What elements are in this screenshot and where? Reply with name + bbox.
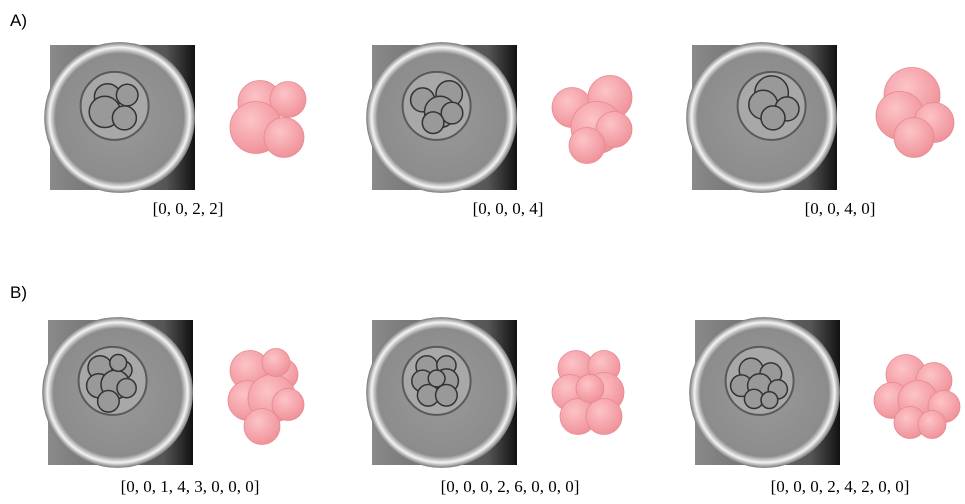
embryo-item: [0, 0, 0, 2, 4, 2, 0, 0] [689,317,961,496]
panel-label: A) [10,11,27,30]
cell [440,101,464,125]
model-cell [271,388,305,421]
model-cell [917,410,947,439]
embryo-item: [0, 0, 0, 2, 6, 0, 0, 0] [366,317,625,496]
model-cell [263,117,305,158]
cell [760,105,786,131]
cell [116,377,137,399]
model-cell [568,127,606,164]
model-cell [585,398,623,435]
cell [760,390,779,410]
embryo-item: [0, 0, 4, 0] [686,42,955,218]
cell [96,389,120,413]
embryo-item: [0, 0, 2, 2] [44,42,307,218]
cell [115,83,139,107]
cell [109,353,128,373]
caption: [0, 0, 0, 2, 6, 0, 0, 0] [441,477,580,496]
embryo-item: [0, 0, 1, 4, 3, 0, 0, 0] [42,317,305,496]
model-cell [893,117,935,158]
caption: [0, 0, 0, 2, 4, 2, 0, 0] [771,477,910,496]
caption: [0, 0, 1, 4, 3, 0, 0, 0] [121,477,260,496]
model-cell [261,348,291,377]
model-cell [243,408,281,445]
panel-label: B) [10,283,27,302]
model-cell [575,374,605,403]
embryo-item: [0, 0, 0, 4] [366,42,633,218]
caption: [0, 0, 0, 4] [473,199,544,218]
cell [421,111,445,135]
cell [111,105,138,131]
cell [434,383,458,407]
caption: [0, 0, 4, 0] [805,199,876,218]
caption: [0, 0, 2, 2] [153,199,224,218]
cell [427,369,446,388]
